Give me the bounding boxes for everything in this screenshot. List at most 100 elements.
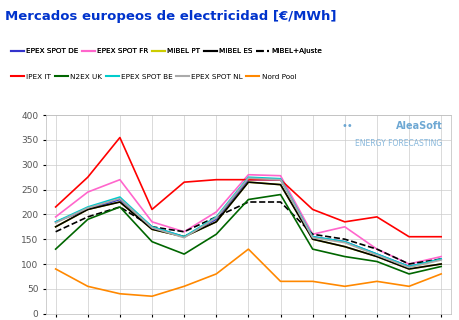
Line: N2EX UK: N2EX UK [56, 195, 440, 274]
Nord Pool [341, 284, 347, 288]
Nord Pool [405, 284, 411, 288]
MIBEL+Ajuste [181, 230, 186, 234]
MIBEL PT [341, 245, 347, 249]
MIBEL ES [53, 225, 58, 229]
MIBEL PT [245, 180, 251, 184]
MIBEL+Ajuste [213, 215, 218, 219]
MIBEL ES [117, 200, 123, 204]
Line: EPEX SPOT BE: EPEX SPOT BE [56, 177, 440, 267]
MIBEL+Ajuste [341, 237, 347, 241]
N2EX UK [277, 193, 283, 196]
EPEX SPOT DE [245, 178, 251, 181]
Nord Pool [245, 247, 251, 251]
EPEX SPOT BE [117, 195, 123, 199]
EPEX SPOT NL [53, 221, 58, 225]
N2EX UK [437, 265, 443, 268]
EPEX SPOT FR [213, 210, 218, 214]
EPEX SPOT FR [245, 173, 251, 177]
IPEX IT [149, 207, 154, 211]
Line: EPEX SPOT NL: EPEX SPOT NL [56, 178, 440, 268]
Legend: EPEX SPOT DE, EPEX SPOT FR, MIBEL PT, MIBEL ES, MIBEL+Ajuste: EPEX SPOT DE, EPEX SPOT FR, MIBEL PT, MI… [8, 45, 325, 57]
EPEX SPOT BE [373, 252, 379, 256]
EPEX SPOT NL [277, 178, 283, 181]
EPEX SPOT FR [373, 247, 379, 251]
N2EX UK [53, 247, 58, 251]
IPEX IT [213, 178, 218, 181]
EPEX SPOT FR [405, 262, 411, 266]
EPEX SPOT DE [117, 197, 123, 202]
MIBEL ES [309, 237, 315, 241]
IPEX IT [85, 175, 90, 179]
EPEX SPOT NL [181, 236, 186, 240]
Line: IPEX IT: IPEX IT [56, 138, 440, 237]
Line: EPEX SPOT FR: EPEX SPOT FR [56, 175, 440, 264]
MIBEL PT [117, 200, 123, 204]
EPEX SPOT DE [437, 257, 443, 261]
EPEX SPOT FR [341, 225, 347, 229]
IPEX IT [53, 205, 58, 209]
EPEX SPOT DE [373, 252, 379, 256]
MIBEL PT [85, 207, 90, 211]
EPEX SPOT DE [405, 265, 411, 268]
Nord Pool [437, 272, 443, 276]
Line: MIBEL+Ajuste: MIBEL+Ajuste [56, 202, 440, 264]
IPEX IT [373, 215, 379, 219]
EPEX SPOT DE [181, 235, 186, 239]
MIBEL ES [149, 227, 154, 231]
Text: Mercados europeos de electricidad [€/MWh]: Mercados europeos de electricidad [€/MWh… [5, 10, 336, 23]
EPEX SPOT NL [85, 206, 90, 210]
MIBEL PT [309, 237, 315, 241]
MIBEL+Ajuste [149, 225, 154, 229]
EPEX SPOT NL [437, 258, 443, 262]
MIBEL+Ajuste [117, 205, 123, 209]
EPEX SPOT DE [213, 218, 218, 221]
Nord Pool [117, 292, 123, 296]
MIBEL ES [277, 183, 283, 187]
MIBEL+Ajuste [405, 262, 411, 266]
Nord Pool [373, 279, 379, 283]
EPEX SPOT BE [53, 220, 58, 224]
MIBEL ES [373, 255, 379, 259]
N2EX UK [245, 197, 251, 202]
IPEX IT [277, 178, 283, 181]
N2EX UK [181, 252, 186, 256]
Legend: IPEX IT, N2EX UK, EPEX SPOT BE, EPEX SPOT NL, Nord Pool: IPEX IT, N2EX UK, EPEX SPOT BE, EPEX SPO… [8, 71, 298, 83]
N2EX UK [149, 240, 154, 244]
MIBEL ES [245, 180, 251, 184]
MIBEL PT [53, 225, 58, 229]
MIBEL+Ajuste [437, 257, 443, 261]
EPEX SPOT BE [85, 205, 90, 209]
IPEX IT [437, 235, 443, 239]
MIBEL PT [149, 227, 154, 231]
EPEX SPOT NL [245, 176, 251, 180]
Nord Pool [213, 272, 218, 276]
MIBEL+Ajuste [53, 230, 58, 234]
EPEX SPOT FR [85, 190, 90, 194]
EPEX SPOT FR [149, 220, 154, 224]
MIBEL+Ajuste [277, 200, 283, 204]
N2EX UK [309, 247, 315, 251]
Text: ••: •• [341, 121, 353, 131]
EPEX SPOT FR [309, 232, 315, 236]
EPEX SPOT NL [405, 266, 411, 269]
IPEX IT [341, 220, 347, 224]
EPEX SPOT BE [181, 235, 186, 239]
MIBEL+Ajuste [373, 247, 379, 251]
EPEX SPOT NL [341, 241, 347, 244]
EPEX SPOT BE [149, 225, 154, 229]
MIBEL+Ajuste [245, 200, 251, 204]
EPEX SPOT NL [309, 236, 315, 240]
EPEX SPOT FR [53, 215, 58, 219]
EPEX SPOT FR [437, 255, 443, 259]
MIBEL ES [85, 207, 90, 211]
Nord Pool [149, 294, 154, 298]
Nord Pool [277, 279, 283, 283]
MIBEL ES [405, 267, 411, 271]
MIBEL+Ajuste [309, 232, 315, 236]
N2EX UK [213, 232, 218, 236]
Nord Pool [181, 284, 186, 288]
EPEX SPOT NL [117, 196, 123, 200]
MIBEL PT [373, 255, 379, 259]
EPEX SPOT BE [341, 240, 347, 244]
MIBEL+Ajuste [85, 215, 90, 219]
